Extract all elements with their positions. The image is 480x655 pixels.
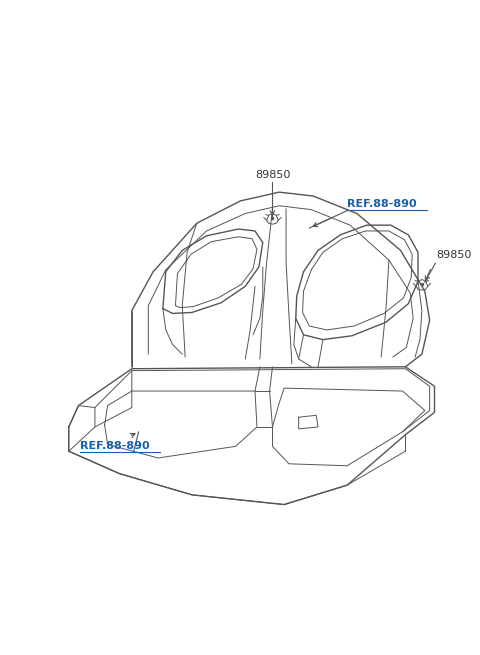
Text: 89850: 89850 (255, 170, 290, 179)
Text: REF.88-890: REF.88-890 (347, 198, 417, 209)
Text: REF.88-890: REF.88-890 (80, 441, 150, 451)
Text: 89850: 89850 (436, 250, 472, 260)
